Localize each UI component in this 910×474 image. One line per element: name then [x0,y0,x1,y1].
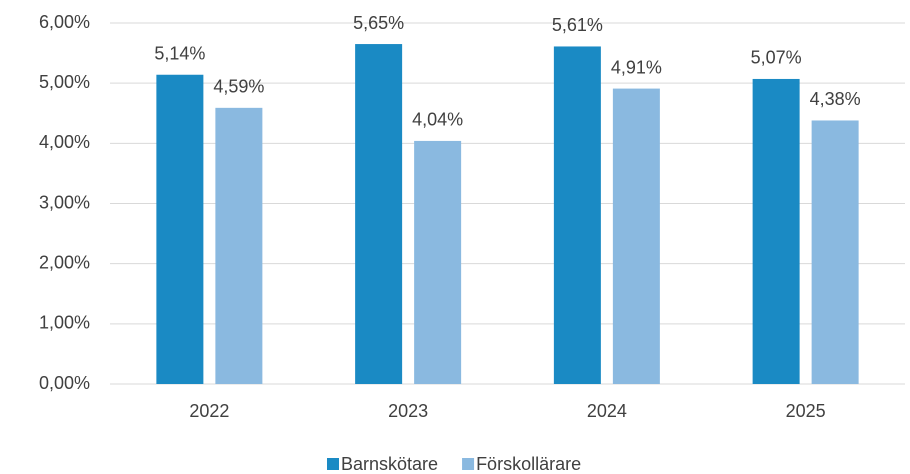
x-tick-label: 2025 [786,401,826,421]
y-tick-label: 1,00% [39,313,90,333]
data-label: 4,91% [611,57,662,77]
bar [414,140,462,384]
y-tick-label: 4,00% [39,132,90,152]
x-tick-label: 2022 [189,401,229,421]
y-tick-label: 2,00% [39,252,90,272]
x-tick-label: 2024 [587,401,627,421]
y-tick-label: 5,00% [39,72,90,92]
legend-swatch [462,458,475,470]
bar [612,88,660,384]
data-label: 4,38% [810,89,861,109]
data-label: 5,65% [353,13,404,33]
x-tick-label: 2023 [388,401,428,421]
bar [215,107,263,385]
legend-swatch [327,458,339,470]
y-tick-label: 3,00% [39,192,90,212]
data-label: 5,61% [552,15,603,35]
bar [811,120,859,384]
data-label: 4,59% [213,77,264,97]
bar [752,78,800,384]
bar [553,46,601,385]
bar [156,74,204,384]
bar [355,44,403,384]
legend-label: Barnskötare [341,454,438,474]
data-label: 4,04% [412,110,463,130]
legend-label: Förskollärare [476,454,581,474]
y-tick-label: 0,00% [39,373,90,393]
data-label: 5,07% [751,48,802,68]
y-tick-label: 6,00% [39,12,90,32]
data-label: 5,14% [154,43,205,63]
